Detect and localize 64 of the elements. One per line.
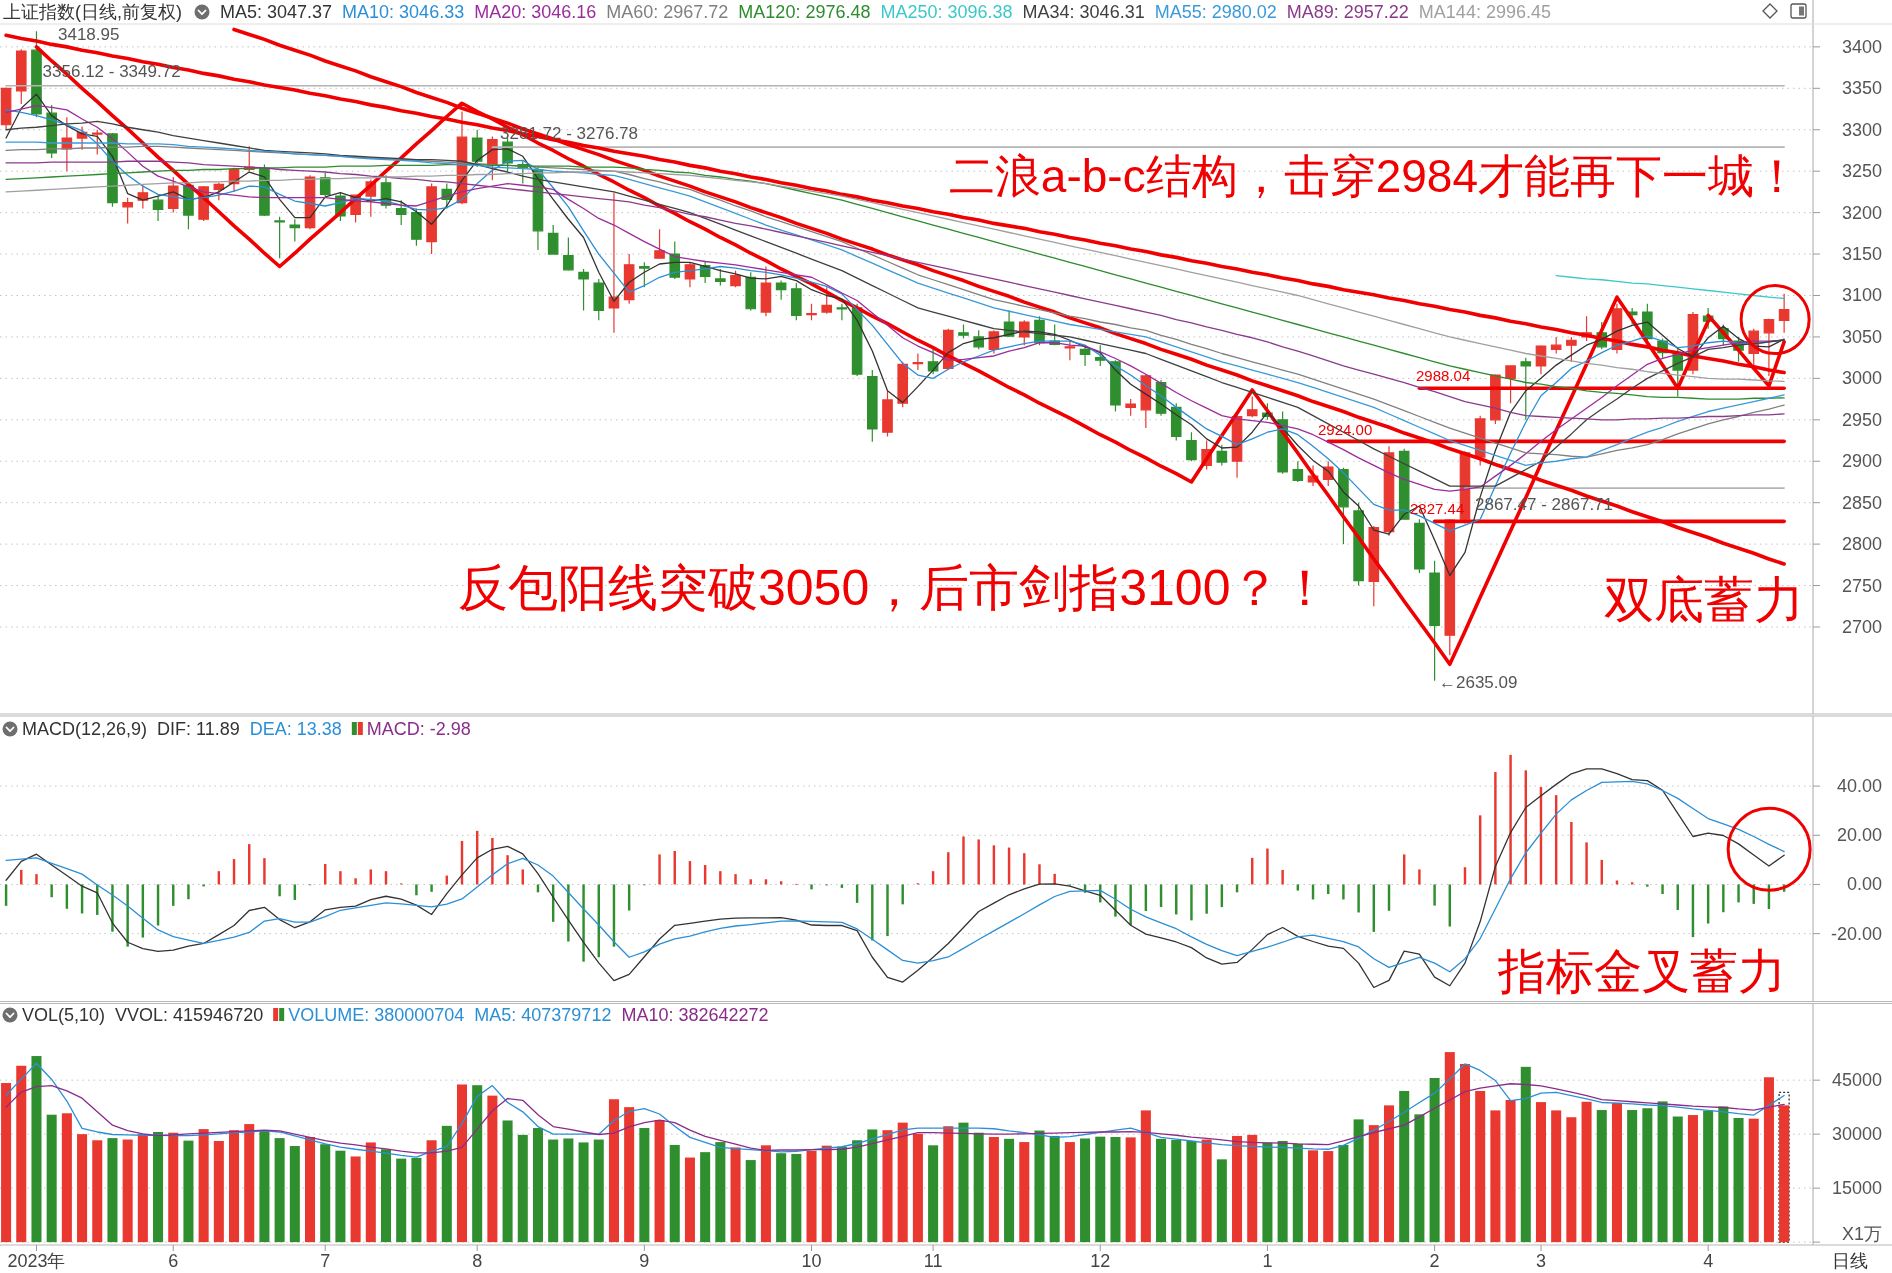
y-tick-label: 0.00 [1846, 874, 1882, 895]
legend-entry: DEA: 13.38 [249, 719, 342, 739]
y-tick-label: -20.00 [1830, 923, 1882, 944]
annotation: 2988.04 [1416, 367, 1471, 385]
title: VOL(5,10) [22, 1005, 106, 1025]
x-tick-label: 7 [320, 1251, 331, 1271]
y-tick-label: 2950 [1841, 409, 1882, 430]
y-tick-label: X1万 [1841, 1224, 1882, 1244]
legend-entry: MA55: 2980.02 [1154, 2, 1277, 22]
x-tick-label: 9 [639, 1251, 650, 1271]
x-tick-label: 10 [801, 1251, 822, 1271]
title: 上证指数(日线,前复权) [3, 2, 182, 22]
y-tick-label: 3400 [1841, 36, 1882, 57]
y-tick-label: 3000 [1841, 368, 1882, 389]
legend-entry: MA34: 3046.31 [1022, 2, 1145, 22]
y-tick-label: 3250 [1841, 161, 1882, 182]
legend-entry: MA120: 2976.48 [738, 2, 871, 22]
legend-entry: MA89: 2957.22 [1286, 2, 1409, 22]
legend-entry: MACD: -2.98 [366, 719, 471, 739]
x-tick-label: 3 [1535, 1251, 1546, 1271]
legend-entry: MA144: 2996.45 [1418, 2, 1551, 22]
y-tick-label: 3200 [1841, 202, 1882, 223]
legend-entry: VVOL: 415946720 [115, 1005, 264, 1025]
legend-entry: MA20: 3046.16 [474, 2, 597, 22]
y-tick-label: 40.00 [1836, 776, 1882, 797]
legend-entry: MA5: 407379712 [474, 1005, 612, 1025]
y-tick-label: 2900 [1841, 451, 1882, 472]
legend-entry: MA60: 2967.72 [606, 2, 729, 22]
x-tick-label: 12 [1090, 1251, 1111, 1271]
annotation: 双底蓄力 [1604, 572, 1804, 628]
y-tick-label: 2800 [1841, 534, 1882, 555]
legend-entry: VOLUME: 380000704 [288, 1005, 465, 1025]
annotation: 二浪a-b-c结构，击穿2984才能再下一城！ [948, 150, 1800, 202]
legend-entry: MA10: 382642272 [621, 1005, 769, 1025]
annotation: 指标金叉蓄力 [1498, 945, 1786, 998]
x-tick-label: 6 [168, 1251, 179, 1271]
y-tick-label: 3350 [1841, 78, 1882, 99]
x-tick-label: 8 [472, 1251, 483, 1271]
y-tick-label: 20.00 [1836, 825, 1882, 846]
x-tick-label: 2 [1429, 1251, 1440, 1271]
title: MACD(12,26,9) [22, 719, 148, 739]
legend-entry: DIF: 11.89 [157, 719, 240, 739]
y-tick-label: 15000 [1831, 1178, 1882, 1199]
x-tick-label: 4 [1703, 1251, 1714, 1271]
x-tick-label: 11 [923, 1251, 943, 1271]
y-tick-label: 2750 [1841, 575, 1882, 596]
x-tick-label: 1 [1262, 1251, 1273, 1271]
y-tick-label: 3050 [1841, 326, 1882, 347]
y-tick-label: 3100 [1841, 285, 1882, 306]
annotation: 3418.95 [58, 25, 120, 44]
y-tick-label: 30000 [1831, 1124, 1882, 1145]
x-tick-label: 2023年 [7, 1251, 66, 1271]
y-tick-label: 3150 [1841, 244, 1882, 265]
y-tick-label: 2700 [1841, 617, 1882, 637]
annotation: 3281.72 - 3276.78 [500, 124, 638, 144]
annotation: 日线 [1832, 1251, 1868, 1271]
legend-entry: MA250: 3096.38 [880, 2, 1013, 22]
annotation: ←2635.09 [1439, 673, 1518, 692]
y-tick-label: 3300 [1841, 119, 1882, 140]
annotation: 反包阳线突破3050，后市剑指3100？！ [458, 560, 1331, 616]
legend-entry: MA10: 3046.33 [342, 2, 465, 22]
y-tick-label: 2850 [1841, 492, 1882, 513]
y-tick-label: 45000 [1831, 1070, 1882, 1091]
legend-entry: MA5: 3047.37 [220, 2, 333, 22]
